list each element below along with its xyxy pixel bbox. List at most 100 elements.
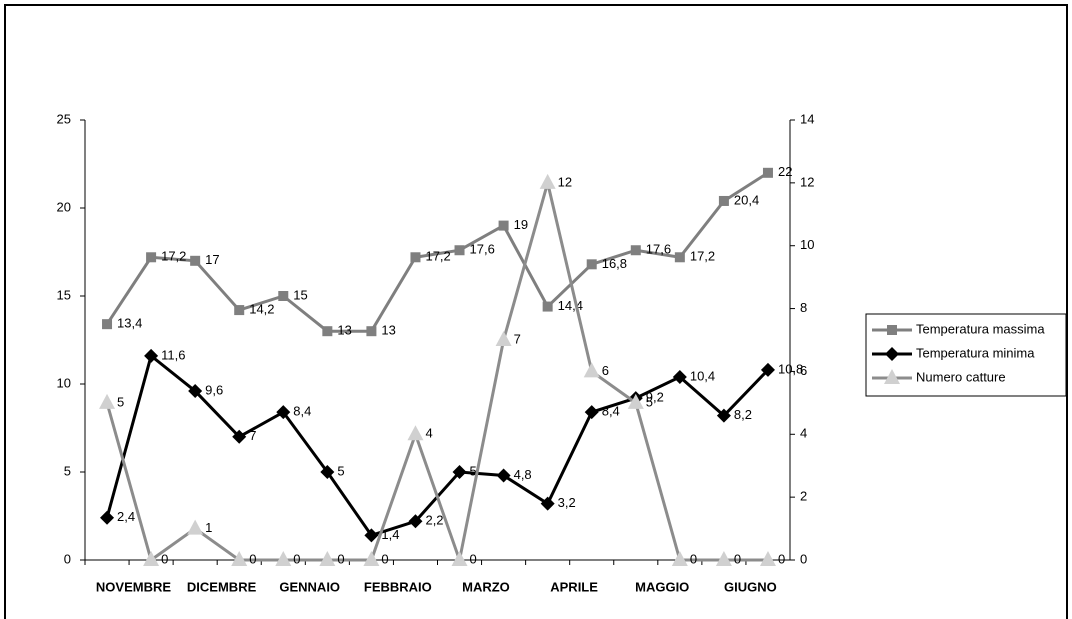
point <box>363 551 380 566</box>
data-label: 8,2 <box>734 407 752 422</box>
data-label: 5 <box>646 394 653 409</box>
data-label: 0 <box>161 551 168 566</box>
data-label: 2,4 <box>117 509 135 524</box>
frame <box>4 4 1068 619</box>
data-label: 14,4 <box>558 298 583 313</box>
x-tick-label: APRILE <box>550 579 598 594</box>
point <box>100 510 115 525</box>
point <box>584 405 599 420</box>
data-label: 4,8 <box>514 467 532 482</box>
point <box>146 252 157 263</box>
data-label: 20,4 <box>734 192 759 207</box>
x-tick-label: GIUGNO <box>724 579 777 594</box>
data-label: 3,2 <box>558 495 576 510</box>
point <box>276 405 291 420</box>
data-label: 5 <box>470 463 477 478</box>
data-label: 13 <box>381 323 395 338</box>
data-label: 10,4 <box>690 368 715 383</box>
data-label: 10,8 <box>778 361 803 376</box>
point <box>366 326 377 337</box>
point <box>542 301 553 312</box>
point <box>496 468 511 483</box>
y2-tick-label: 8 <box>800 300 807 315</box>
y2-tick-label: 14 <box>800 111 814 126</box>
point <box>674 252 685 263</box>
data-label: 0 <box>470 551 477 566</box>
data-label: 13 <box>337 323 351 338</box>
point <box>102 319 113 330</box>
point <box>319 551 336 566</box>
x-tick-label: DICEMBRE <box>187 579 257 594</box>
point <box>187 519 204 535</box>
point <box>540 496 555 511</box>
data-label: 8,4 <box>293 404 311 419</box>
data-label: 0 <box>381 551 388 566</box>
data-label: 0 <box>690 551 697 566</box>
point <box>586 259 597 270</box>
point <box>407 425 424 441</box>
x-tick-label: MAGGIO <box>635 579 689 594</box>
x-tick-label: GENNAIO <box>279 579 340 594</box>
data-label: 16,8 <box>602 256 627 271</box>
data-label: 1 <box>205 520 212 535</box>
point <box>671 551 688 566</box>
data-label: 17 <box>205 252 219 267</box>
point <box>498 220 509 231</box>
point <box>364 528 379 543</box>
data-label: 14,2 <box>249 302 274 317</box>
y-tick-label: 10 <box>57 375 71 390</box>
point <box>410 252 421 263</box>
y-tick-label: 20 <box>57 199 71 214</box>
point <box>451 551 468 566</box>
data-label: 0 <box>734 551 741 566</box>
point <box>190 255 201 266</box>
legend-label: Temperatura minima <box>916 345 1035 360</box>
point <box>495 331 512 346</box>
y-tick-label: 5 <box>64 463 71 478</box>
point <box>231 551 248 566</box>
data-label: 17,2 <box>425 249 450 264</box>
x-tick-label: MARZO <box>462 579 510 594</box>
point <box>322 326 333 337</box>
point <box>275 551 292 566</box>
data-label: 1,4 <box>381 527 399 542</box>
legend-marker <box>887 325 897 335</box>
data-label: 6 <box>602 363 609 378</box>
data-label: 5 <box>337 463 344 478</box>
data-label: 11,6 <box>161 347 185 362</box>
data-label: 5 <box>117 394 124 409</box>
data-label: 7 <box>249 428 256 443</box>
y2-tick-label: 10 <box>800 237 814 252</box>
point <box>234 305 245 316</box>
point <box>716 408 731 423</box>
data-label: 7 <box>514 331 521 346</box>
point <box>278 291 289 301</box>
data-label: 9,6 <box>205 382 223 397</box>
y2-tick-label: 2 <box>800 489 807 504</box>
series-line <box>105 182 768 566</box>
point <box>583 362 600 378</box>
legend-label: Temperatura massima <box>916 321 1045 336</box>
point <box>452 465 467 479</box>
point <box>539 173 556 189</box>
y2-tick-label: 6 <box>800 363 807 378</box>
legend-marker <box>884 369 900 384</box>
point <box>630 245 641 256</box>
point <box>320 465 335 479</box>
data-label: 0 <box>778 551 785 566</box>
point <box>143 551 160 566</box>
point <box>672 369 687 384</box>
data-label: 9,2 <box>646 390 664 405</box>
point <box>188 384 203 399</box>
point <box>759 551 776 566</box>
data-label: 17,6 <box>470 242 495 257</box>
y2-tick-label: 4 <box>800 426 807 441</box>
x-tick-label: NOVEMBRE <box>96 579 171 594</box>
data-label: 0 <box>249 551 256 566</box>
point <box>144 348 159 363</box>
y-tick-label: 0 <box>64 551 71 566</box>
data-label: 17,2 <box>161 249 186 264</box>
point <box>718 195 729 206</box>
point <box>232 429 247 444</box>
